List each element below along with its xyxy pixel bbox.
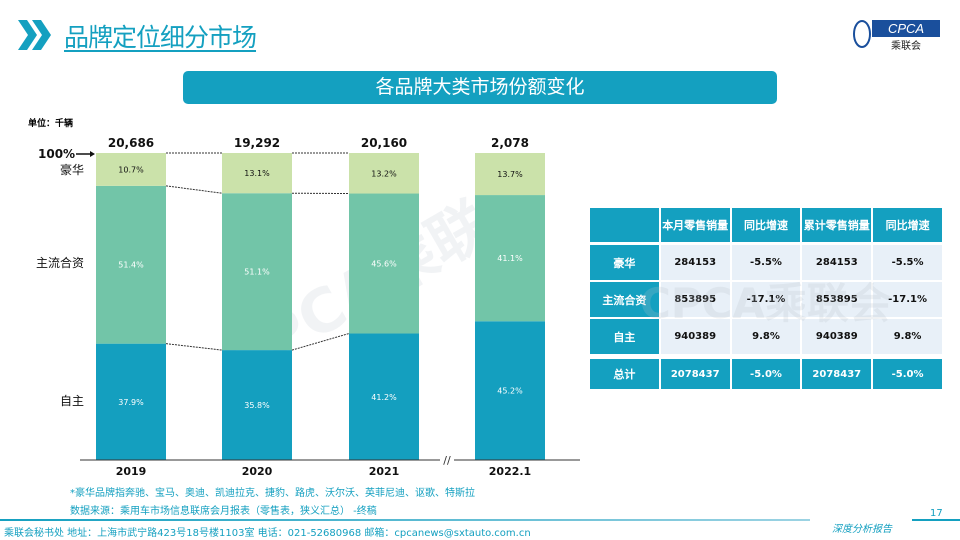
table-cell: 940389 (802, 319, 872, 354)
bar-mainstream (349, 193, 419, 334)
table-cell: -5.0% (731, 359, 801, 389)
data-label: 51.4% (118, 261, 144, 270)
data-label: 41.1% (497, 254, 523, 263)
table-cell: 284153 (802, 245, 872, 280)
table-cell: 940389 (660, 319, 730, 354)
table-header-row: 本月零售销量 同比增速 累计零售销量 同比增速 (590, 208, 944, 242)
column-header (590, 208, 659, 242)
footer-divider (0, 519, 810, 521)
footnote-source: 数据来源：乘用车市场信息联席会月报表（零售表，狭义汇总） -终稿 (70, 506, 377, 517)
data-label: 13.1% (244, 169, 270, 178)
bar-luxury (349, 153, 419, 194)
table-cell: -17.1% (873, 282, 942, 317)
table-row: 主流合资 853895 -17.1% 853895 -17.1% (590, 282, 944, 317)
data-label: 13.2% (371, 169, 397, 178)
table-cell: 284153 (660, 245, 730, 280)
row-header: 主流合资 (590, 282, 659, 317)
svg-text:乘联会: 乘联会 (891, 39, 921, 52)
footer-address: 乘联会秘书处 地址：上海市武宁路423号18号楼1103室 电话：021-526… (4, 528, 531, 539)
table-cell: -17.1% (731, 282, 801, 317)
table-cell: -5.5% (873, 245, 942, 280)
series-label: 自主 (60, 394, 84, 408)
bar-luxury (222, 153, 292, 194)
table-cell: 853895 (802, 282, 872, 317)
row-header: 豪华 (590, 245, 659, 280)
axis-break: // (443, 454, 451, 467)
footnote-luxury: *豪华品牌指奔驰、宝马、奥迪、凯迪拉克、捷豹、路虎、沃尔沃、英菲尼迪、讴歌、特斯… (70, 488, 475, 499)
total-label: 2,078 (491, 136, 529, 150)
data-label: 45.2% (497, 387, 523, 396)
bar-domestic (475, 321, 545, 460)
bar-luxury (96, 153, 166, 186)
table-row: 豪华 284153 -5.5% 284153 -5.5% (590, 245, 944, 280)
connector-line (291, 333, 350, 351)
bar-luxury (475, 153, 545, 196)
connector-line (165, 343, 223, 351)
column-header: 本月零售销量 (660, 208, 730, 242)
table-cell: -5.0% (873, 359, 942, 389)
data-label: 51.1% (244, 268, 270, 277)
table-cell: 2078437 (660, 359, 730, 389)
stacked-bar-chart: 37.9% 51.4% 10.7% 20,686 2019 35.8% 51.1% 13.1%… (36, 136, 580, 478)
data-label: 10.7% (118, 165, 144, 174)
total-label: 20,686 (108, 136, 154, 150)
data-label: 13.7% (497, 170, 523, 179)
column-header: 累计零售销量 (802, 208, 872, 242)
svg-text:CPCA: CPCA (888, 21, 924, 36)
table-cell: 2078437 (802, 359, 872, 389)
total-label: 19,292 (234, 136, 280, 150)
bar-mainstream (222, 193, 292, 351)
column-header: 同比增速 (873, 208, 942, 242)
footer-divider-right (912, 519, 960, 521)
cpca-logo: CPCA 乘联会 (853, 20, 940, 52)
chart-title-banner: 各品牌大类市场份额变化 (183, 71, 777, 104)
x-tick-label: 2022.1 (489, 465, 531, 478)
data-label: 35.8% (244, 401, 270, 410)
table-cell: -5.5% (731, 245, 801, 280)
row-header: 自主 (590, 319, 659, 354)
bar-domestic (222, 350, 292, 460)
x-tick-label: 2020 (242, 465, 273, 478)
page-number: 17 (930, 508, 943, 519)
x-tick-label: 2021 (369, 465, 400, 478)
row-header: 总计 (590, 359, 659, 389)
footer-tag: 深度分析报告 (832, 524, 892, 535)
bar-domestic (349, 333, 419, 460)
table-cell: 853895 (660, 282, 730, 317)
bar-domestic (96, 343, 166, 460)
y-marker-label: 100% (38, 147, 75, 161)
data-label: 37.9% (118, 398, 144, 407)
sales-table: 本月零售销量 同比增速 累计零售销量 同比增速 豪华 284153 -5.5% 284153-… (590, 208, 944, 391)
table-cell: 9.8% (873, 319, 942, 354)
table-row: 自主 940389 9.8% 940389 9.8% (590, 319, 944, 354)
series-label: 主流合资 (36, 255, 84, 270)
total-label: 20,160 (361, 136, 407, 150)
unit-label: 单位：千辆 (28, 119, 74, 129)
arrow-icon (90, 151, 95, 157)
table-total-row: 总计 2078437 -5.0% 2078437 -5.0% (590, 359, 944, 389)
chevron-icon (18, 20, 51, 50)
bar-mainstream (96, 185, 166, 344)
connector-line (165, 185, 223, 194)
bar-mainstream (475, 195, 545, 322)
series-label: 豪华 (60, 162, 84, 177)
data-label: 41.2% (371, 393, 397, 402)
page-title: 品牌定位细分市场 (64, 23, 257, 52)
x-tick-label: 2019 (116, 465, 147, 478)
column-header: 同比增速 (731, 208, 801, 242)
table-cell: 9.8% (731, 319, 801, 354)
data-label: 45.6% (371, 260, 397, 269)
